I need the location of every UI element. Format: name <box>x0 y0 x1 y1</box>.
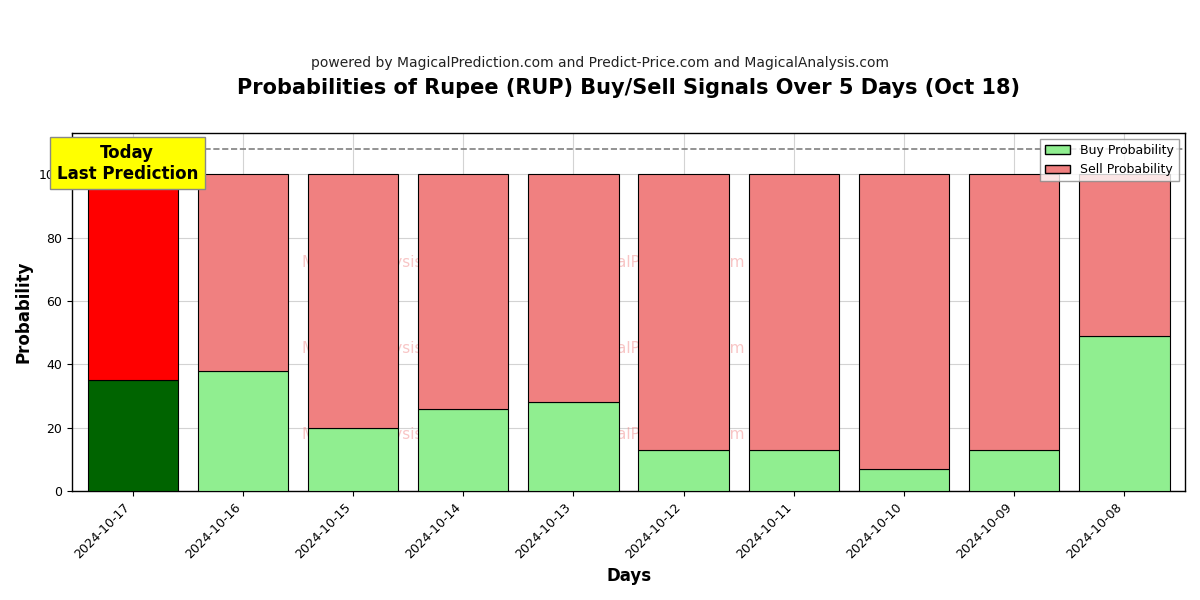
Bar <box>638 450 728 491</box>
X-axis label: Days: Days <box>606 567 652 585</box>
Bar <box>308 174 398 428</box>
Text: MagicalPrediction.com: MagicalPrediction.com <box>572 427 744 442</box>
Bar <box>749 174 839 450</box>
Y-axis label: Probability: Probability <box>16 261 34 364</box>
Bar <box>88 174 178 380</box>
Text: MagicalAnalysis.com: MagicalAnalysis.com <box>301 427 461 442</box>
Text: MagicalPrediction.com: MagicalPrediction.com <box>572 256 744 271</box>
Legend: Buy Probability, Sell Probability: Buy Probability, Sell Probability <box>1040 139 1178 181</box>
Text: powered by MagicalPrediction.com and Predict-Price.com and MagicalAnalysis.com: powered by MagicalPrediction.com and Pre… <box>311 56 889 70</box>
Title: Probabilities of Rupee (RUP) Buy/Sell Signals Over 5 Days (Oct 18): Probabilities of Rupee (RUP) Buy/Sell Si… <box>238 78 1020 98</box>
Bar <box>308 428 398 491</box>
Bar <box>638 174 728 450</box>
Bar <box>528 403 619 491</box>
Text: MagicalAnalysis.com: MagicalAnalysis.com <box>301 341 461 356</box>
Bar <box>88 380 178 491</box>
Text: MagicalPrediction.com: MagicalPrediction.com <box>572 341 744 356</box>
Bar <box>418 174 509 409</box>
Text: Today
Last Prediction: Today Last Prediction <box>56 144 198 183</box>
Bar <box>418 409 509 491</box>
Bar <box>970 174 1060 450</box>
Bar <box>749 450 839 491</box>
Bar <box>528 174 619 403</box>
Bar <box>859 469 949 491</box>
Bar <box>1079 336 1170 491</box>
Bar <box>198 174 288 371</box>
Text: MagicalAnalysis.com: MagicalAnalysis.com <box>301 256 461 271</box>
Bar <box>1079 174 1170 336</box>
Bar <box>198 371 288 491</box>
Bar <box>859 174 949 469</box>
Bar <box>970 450 1060 491</box>
